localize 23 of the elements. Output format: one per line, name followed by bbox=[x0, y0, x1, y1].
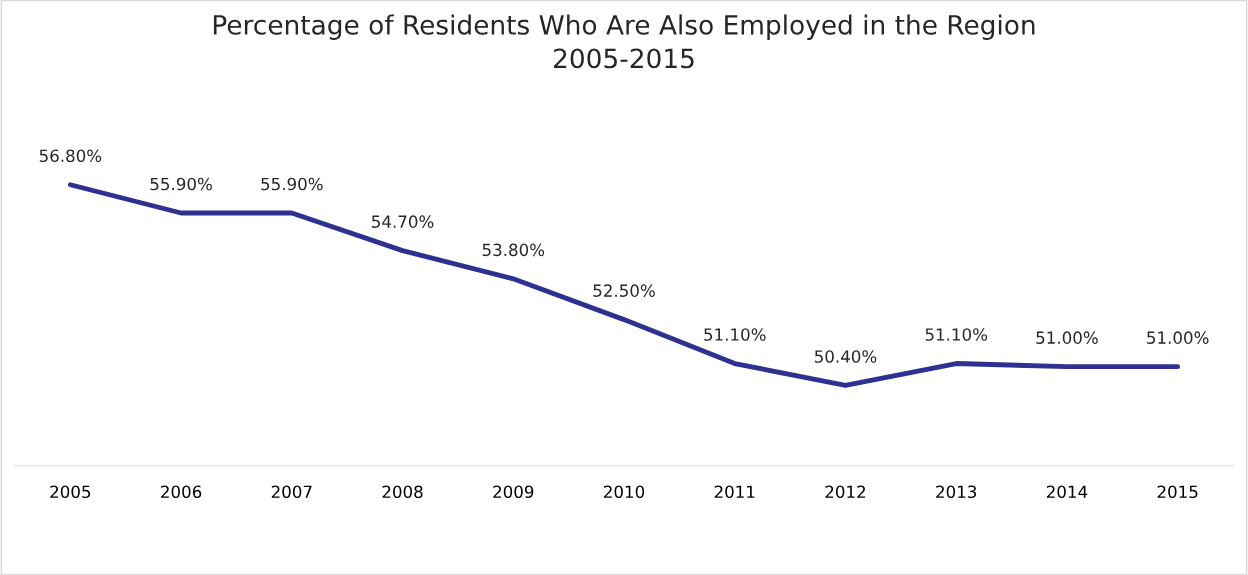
data-label: 51.00% bbox=[1036, 331, 1098, 344]
data-label: 51.10% bbox=[925, 328, 988, 341]
data-label: 52.50% bbox=[593, 284, 655, 297]
data-label: 51.00% bbox=[1147, 331, 1209, 344]
x-tick-label: 2014 bbox=[1046, 485, 1088, 499]
x-tick-label: 2013 bbox=[936, 485, 977, 499]
data-label: 56.80% bbox=[39, 149, 102, 163]
x-tick-label: 2009 bbox=[493, 485, 534, 499]
x-tick-label: 2006 bbox=[161, 485, 202, 499]
x-tick-label: 2015 bbox=[1157, 485, 1198, 499]
data-label: 55.90% bbox=[150, 177, 212, 191]
x-tick-label: 2012 bbox=[825, 485, 865, 499]
data-label: 54.70% bbox=[372, 215, 434, 228]
data-label: 51.10% bbox=[704, 328, 766, 341]
x-tick-label: 2010 bbox=[604, 485, 645, 499]
data-label: 55.90% bbox=[261, 177, 323, 191]
x-tick-label: 2007 bbox=[271, 485, 312, 499]
data-label: 53.80% bbox=[482, 243, 545, 257]
data-label: 50.40% bbox=[814, 350, 877, 363]
chart-title: Percentage of Residents Who Are Also Employed in the Region 2005-2015 bbox=[213, 14, 1035, 69]
x-tick-label: 2011 bbox=[714, 485, 755, 499]
x-tick-label: 2005 bbox=[50, 485, 91, 499]
x-tick-label: 2008 bbox=[382, 485, 423, 499]
